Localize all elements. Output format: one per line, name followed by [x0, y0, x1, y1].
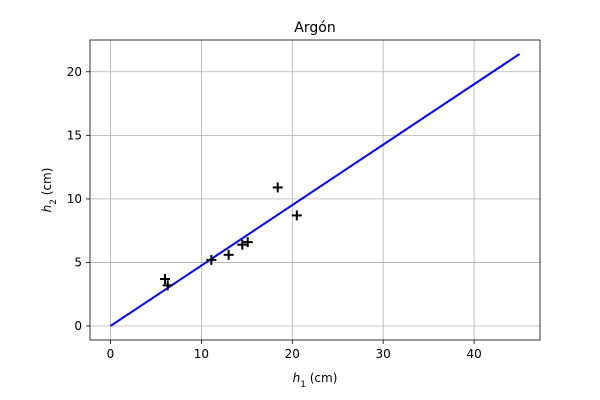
- data-point: [242, 237, 253, 248]
- y-tick-label: 15: [67, 128, 82, 142]
- y-tick-label: 0: [74, 319, 82, 333]
- y-axis: 0 5 10 15 20: [67, 65, 90, 333]
- y-tick-label: 10: [67, 192, 82, 206]
- data-point: [291, 210, 302, 221]
- data-point: [162, 280, 173, 291]
- x-tick-label: 10: [194, 347, 209, 361]
- data-point: [160, 273, 170, 284]
- y-axis-title: h2 (cm): [40, 168, 59, 213]
- x-tick-label: 20: [285, 347, 300, 361]
- x-tick-label: 0: [107, 347, 115, 361]
- x-axis-title-sub: 1: [300, 380, 306, 390]
- x-axis-title-unit: (cm): [306, 371, 337, 385]
- y-axis-title-unit: (cm): [40, 168, 54, 199]
- y-tick-label: 20: [67, 65, 82, 79]
- data-points: [160, 182, 302, 291]
- data-point: [206, 254, 217, 265]
- y-tick-label: 5: [74, 255, 82, 269]
- plot-frame: [89, 39, 541, 341]
- x-tick-label: 40: [466, 347, 481, 361]
- y-axis-title-base: h: [40, 205, 54, 213]
- x-axis: 0 10 20 30 40: [107, 340, 482, 361]
- grid: [90, 40, 540, 340]
- data-point: [223, 249, 234, 260]
- fit-line-layer: [109, 53, 521, 327]
- chart-title: Argón: [294, 20, 335, 36]
- x-axis-title: h1 (cm): [293, 371, 338, 390]
- data-point: [237, 239, 248, 250]
- fit-line: [109, 53, 521, 327]
- x-tick-label: 30: [376, 347, 391, 361]
- data-point: [272, 182, 283, 193]
- y-axis-title-sub: 2: [49, 199, 59, 205]
- x-axis-title-base: h: [293, 371, 301, 385]
